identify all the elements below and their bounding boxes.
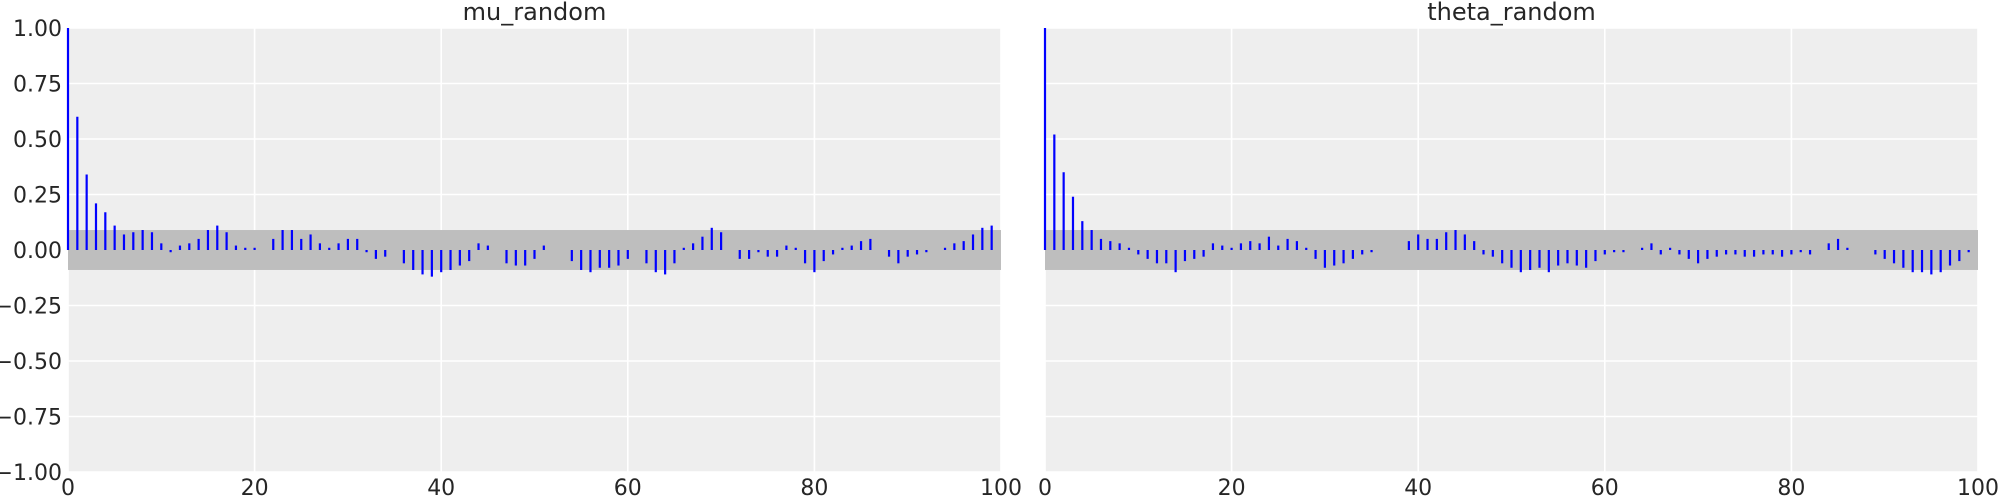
x-tick-label: 0 — [1038, 476, 1052, 500]
x-tick-label: 80 — [1777, 476, 1805, 500]
y-tick-label: 1.00 — [13, 17, 62, 42]
x-tick-label: 40 — [427, 476, 455, 500]
y-tick-label: 0.25 — [13, 184, 62, 209]
y-tick-labels: 1.00 0.75 0.50 0.25 0.00 −0.25 −0.50 −0.75 −1.00 — [0, 17, 62, 486]
x-tick-label: 60 — [614, 476, 642, 500]
x-tick-label: 0 — [61, 476, 75, 500]
panel-title: theta_random — [1427, 0, 1596, 26]
x-tick-label: 20 — [1218, 476, 1246, 500]
panel-mu-random: 0 20 40 60 80 100 1.00 0.75 0.50 0.25 0.00 −0.25 −0… — [0, 0, 1022, 500]
y-tick-label: −1.00 — [0, 461, 62, 486]
x-tick-label: 100 — [980, 476, 1022, 500]
x-tick-label: 80 — [800, 476, 828, 500]
y-tick-label: 0.00 — [13, 239, 62, 264]
x-tick-label: 100 — [1957, 476, 1999, 500]
panel-theta-random: 0 20 40 60 80 100 theta_random — [1038, 0, 1999, 500]
x-tick-label: 40 — [1404, 476, 1432, 500]
y-tick-label: −0.50 — [0, 350, 62, 375]
y-tick-label: 0.50 — [13, 128, 62, 153]
x-tick-label: 60 — [1591, 476, 1619, 500]
x-tick-labels: 0 20 40 60 80 100 — [61, 476, 1022, 500]
y-tick-label: −0.25 — [0, 295, 62, 320]
y-tick-label: 0.75 — [13, 73, 62, 98]
x-tick-labels: 0 20 40 60 80 100 — [1038, 476, 1999, 500]
panel-title: mu_random — [463, 0, 607, 26]
acf-bars — [1043, 28, 1970, 275]
acf-bars — [66, 28, 993, 277]
y-tick-label: −0.75 — [0, 406, 62, 431]
x-tick-label: 20 — [241, 476, 269, 500]
